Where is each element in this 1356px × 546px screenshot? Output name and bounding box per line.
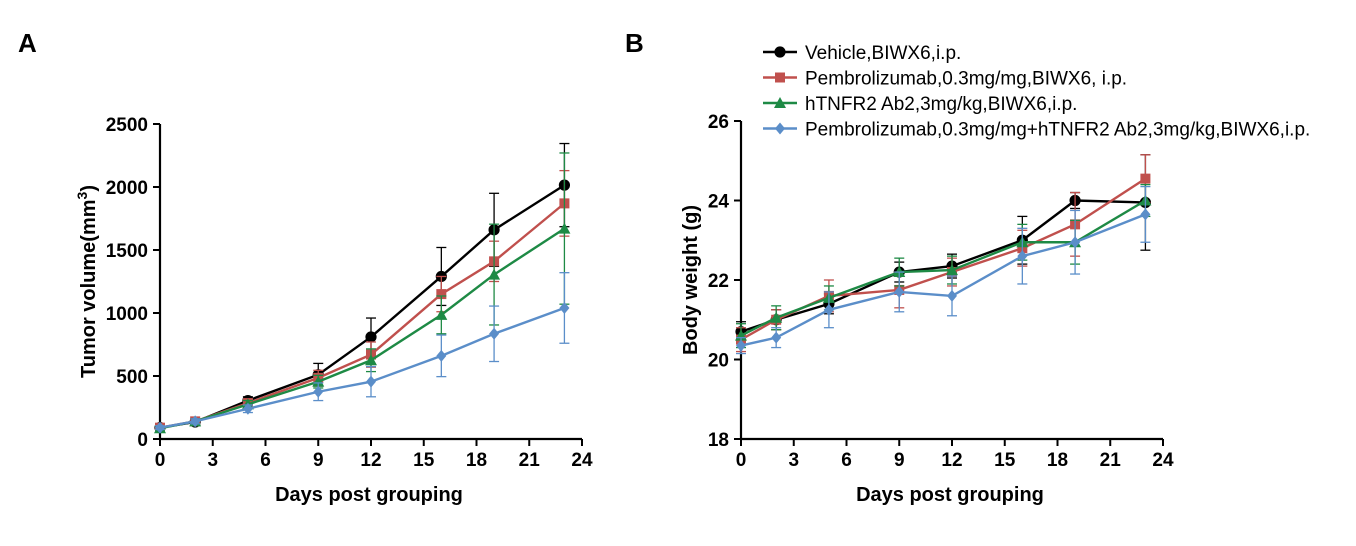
x-tick-label: 24 <box>571 450 593 471</box>
body-weight-chart: 0 3 6 9 12 15 18 21 24 18 20 22 24 26 Days post groupi… <box>680 112 1174 506</box>
data-point <box>436 289 447 300</box>
data-point <box>947 289 957 302</box>
data-point <box>365 331 377 343</box>
data-point <box>559 301 570 314</box>
y-axis-title: Body weight (g) <box>680 205 702 355</box>
data-point <box>1017 250 1028 263</box>
y-tick-label: 20 <box>708 351 729 372</box>
x-tick-label: 12 <box>360 450 381 471</box>
legend-label: Vehicle,BIWX6,i.p. <box>805 43 961 64</box>
data-point <box>736 339 746 352</box>
x-tick-label: 9 <box>313 450 324 471</box>
series-line <box>740 213 1146 347</box>
x-tick-label: 15 <box>413 450 435 471</box>
legend-label: Pembrolizumab,0.3mg/mg+hTNFR2 Ab2,3mg/kg… <box>805 120 1310 141</box>
data-point <box>436 349 447 362</box>
y-tick-label: 0 <box>137 430 148 451</box>
data-point <box>366 375 376 388</box>
data-point <box>1140 208 1151 221</box>
legend-entry: hTNFR2 Ab2,3mg/kg,BIWX6,i.p. <box>763 94 1077 115</box>
series-3 <box>154 152 571 434</box>
data-point <box>771 331 782 344</box>
legend-entry: Vehicle,BIWX6,i.p. <box>763 43 961 64</box>
y-tick-label: 500 <box>116 367 148 388</box>
x-tick-label: 3 <box>207 450 218 471</box>
x-tick-label: 18 <box>466 450 487 471</box>
data-point <box>894 285 905 298</box>
x-tick-label: 6 <box>260 450 271 471</box>
x-tick-label: 3 <box>788 450 799 471</box>
y-tick-label: 26 <box>708 112 729 133</box>
legend-marker <box>775 122 785 135</box>
tumor-volume-chart: 0 3 6 9 12 15 18 21 24 0 500 1000 1500 2000 2500 Days p… <box>74 115 593 506</box>
data-point <box>489 327 500 340</box>
x-tick-label: 6 <box>841 450 852 471</box>
series-line <box>740 199 1146 333</box>
y-tick-label: 1500 <box>106 241 148 262</box>
series-line <box>740 177 1147 341</box>
y-tick-label: 2000 <box>106 178 148 199</box>
data-point <box>365 354 377 366</box>
data-point <box>558 222 571 234</box>
y-tick-label: 1000 <box>106 304 148 325</box>
series-1 <box>154 142 571 434</box>
data-point <box>770 311 783 323</box>
series-line <box>159 184 566 429</box>
data-point <box>313 385 324 398</box>
series-4 <box>155 272 570 434</box>
x-tick-label: 0 <box>155 450 166 471</box>
data-point <box>823 303 834 316</box>
x-tick-label: 12 <box>941 450 962 471</box>
data-point <box>488 268 501 280</box>
data-point <box>242 402 253 415</box>
legend-entry: Pembrolizumab,0.3mg/mg,BIWX6, i.p. <box>763 69 1127 90</box>
series-2 <box>155 169 570 433</box>
legend-label: hTNFR2 Ab2,3mg/kg,BIWX6,i.p. <box>805 94 1077 115</box>
x-axis-title: Days post grouping <box>275 484 463 506</box>
legend-label: Pembrolizumab,0.3mg/mg,BIWX6, i.p. <box>805 69 1127 90</box>
data-point <box>1140 173 1151 184</box>
x-tick-label: 21 <box>1100 450 1122 471</box>
y-tick-label: 18 <box>708 430 729 451</box>
data-point <box>1070 236 1081 249</box>
x-tick-label: 15 <box>994 450 1016 471</box>
series-line <box>159 202 566 429</box>
data-point <box>946 264 958 276</box>
series-line <box>740 199 1147 337</box>
x-tick-label: 21 <box>519 450 541 471</box>
y-tick-label: 2500 <box>106 115 148 136</box>
x-tick-label: 9 <box>894 450 905 471</box>
panel-letter-b: B <box>625 28 644 58</box>
x-tick-label: 18 <box>1047 450 1068 471</box>
y-axis-title: Tumor volume(mm3) <box>74 185 100 378</box>
data-point <box>155 421 165 434</box>
legend: Vehicle,BIWX6,i.p. Pembrolizumab,0.3mg/mg… <box>763 43 1310 141</box>
data-point <box>435 308 448 320</box>
series-line <box>159 227 566 430</box>
y-tick-label: 24 <box>708 192 730 213</box>
x-axis-title: Days post grouping <box>856 484 1044 506</box>
legend-marker <box>775 72 785 83</box>
y-tick-label: 22 <box>708 271 729 292</box>
series-line <box>159 306 565 429</box>
panel-letter-a: A <box>18 28 37 58</box>
legend-marker <box>774 97 786 108</box>
series-1 <box>735 154 1152 343</box>
x-tick-label: 0 <box>736 450 747 471</box>
series-4 <box>736 185 1151 355</box>
data-point <box>312 375 325 387</box>
data-point <box>190 415 201 428</box>
legend-entry: Pembrolizumab,0.3mg/mg+hTNFR2 Ab2,3mg/kg… <box>763 120 1310 141</box>
x-tick-label: 24 <box>1152 450 1174 471</box>
series-2 <box>736 154 1151 353</box>
legend-marker <box>774 46 786 58</box>
